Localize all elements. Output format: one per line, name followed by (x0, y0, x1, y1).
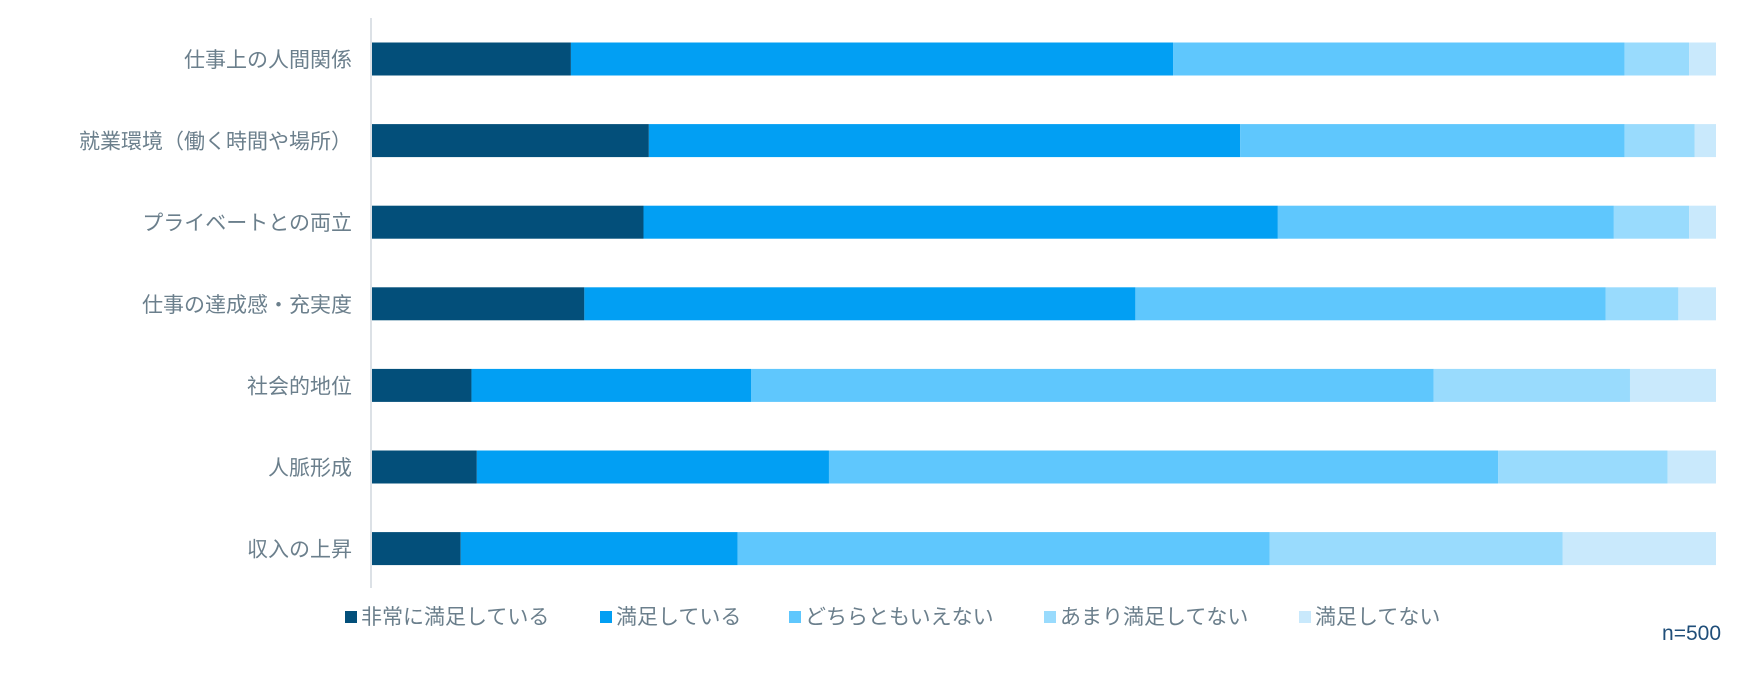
bar-segment-row1-series0 (372, 124, 649, 158)
legend-label: 満足してない (1315, 605, 1440, 629)
bar-segment-row5-series0 (372, 450, 477, 484)
legend-label: どちらともいえない (805, 605, 994, 629)
bar-segment-row2-series2 (1277, 205, 1614, 239)
legend-swatch (789, 611, 801, 623)
bar-segment-row4-series3 (1433, 368, 1630, 402)
bar-segment-row6-series4 (1562, 532, 1716, 566)
bar-segment-row6-series2 (737, 532, 1270, 566)
bar-segment-row1-series3 (1624, 124, 1695, 158)
category-label: 仕事の達成感・充実度 (142, 293, 352, 317)
bar-segment-row6-series1 (460, 532, 738, 566)
bar-segment-row5-series1 (476, 450, 829, 484)
legend-label: 非常に満足している (361, 605, 549, 629)
bar-segment-row2-series0 (372, 205, 644, 239)
bar-segment-row5-series2 (828, 450, 1499, 484)
category-label: プライベートとの両立 (142, 211, 352, 235)
bar-segment-row5-series3 (1498, 450, 1668, 484)
bar-segment-row0-series2 (1173, 42, 1625, 76)
category-label: 仕事上の人間関係 (184, 48, 352, 72)
bar-segment-row3-series4 (1678, 287, 1716, 321)
bar-segment-row5-series4 (1667, 450, 1716, 484)
bar-segment-row6-series3 (1269, 532, 1563, 566)
bar-segment-row2-series3 (1613, 205, 1690, 239)
category-label: 収入の上昇 (247, 538, 352, 562)
legend-label: あまり満足してない (1060, 605, 1248, 629)
bar-segment-row0-series4 (1689, 42, 1716, 76)
bar-segment-row2-series1 (643, 205, 1278, 239)
bar-segment-row3-series1 (584, 287, 1136, 321)
legend-swatch (1299, 611, 1311, 623)
category-label: 人脈形成 (268, 456, 352, 480)
category-label: 就業環境（働く時間や場所） (79, 130, 352, 154)
legend-swatch (1044, 611, 1056, 623)
bar-segment-row4-series1 (471, 368, 752, 402)
bar-segment-row4-series0 (372, 368, 472, 402)
bar-segment-row1-series1 (648, 124, 1241, 158)
bar-segment-row4-series2 (751, 368, 1434, 402)
bar-segment-row1-series4 (1694, 124, 1716, 158)
bar-segment-row0-series0 (372, 42, 571, 76)
bars-layer (372, 42, 1716, 566)
bar-segment-row3-series0 (372, 287, 585, 321)
legend: 非常に満足している 満足している どちらともいえない あまり満足してない 満足してない (345, 605, 1440, 629)
bar-segment-row3-series3 (1605, 287, 1679, 321)
sample-size-label: n=500 (1662, 622, 1721, 645)
legend-label: 満足している (616, 605, 741, 629)
bar-segment-row4-series4 (1629, 368, 1716, 402)
category-label: 社会的地位 (247, 374, 352, 398)
bar-segment-row0-series3 (1624, 42, 1690, 76)
bar-segment-row2-series4 (1689, 205, 1716, 239)
bar-segment-row6-series0 (372, 532, 461, 566)
bar-segment-row1-series2 (1240, 124, 1625, 158)
bar-segment-row0-series1 (570, 42, 1174, 76)
legend-swatch (600, 611, 612, 623)
legend-swatch (345, 611, 357, 623)
bar-segment-row3-series2 (1135, 287, 1606, 321)
